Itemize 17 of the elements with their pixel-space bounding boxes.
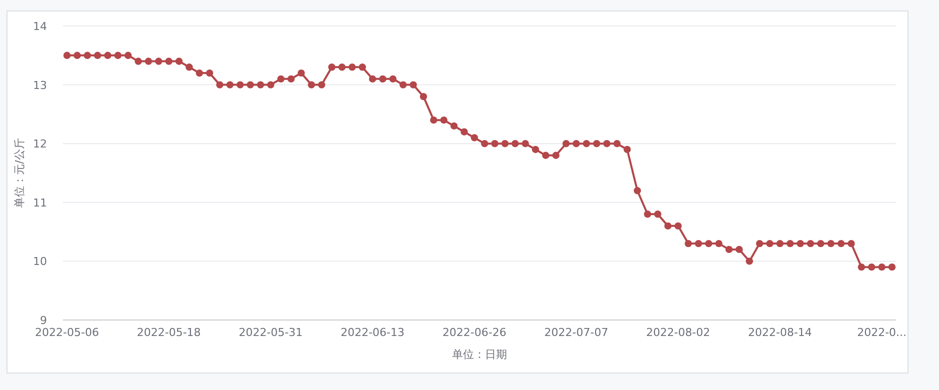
y-tick-label: 11 [33,196,47,210]
y-tick-label: 9 [40,314,47,327]
x-tick-label: 2022-06-13 [340,326,405,339]
x-tick-label: 2022-05-18 [136,326,201,339]
y-tick-label: 12 [33,138,47,151]
x-axis-title: 单位：日期 [452,348,507,361]
x-tick-label: 2022-08-14 [748,326,812,339]
x-tick-label: 2022-07-07 [544,326,608,339]
y-tick-label: 13 [33,78,47,92]
x-tick-label: 2022-0... [857,326,907,339]
y-tick-label: 10 [33,255,47,268]
x-tick-label: 2022-06-26 [442,326,506,339]
y-axis-title: 单位：元/公斤 [13,138,26,208]
y-tick-label: 14 [33,20,47,33]
x-tick-label: 2022-08-02 [646,326,710,339]
x-tick-label: 2022-05-06 [35,326,99,339]
x-tick-label: 2022-05-31 [238,326,303,339]
